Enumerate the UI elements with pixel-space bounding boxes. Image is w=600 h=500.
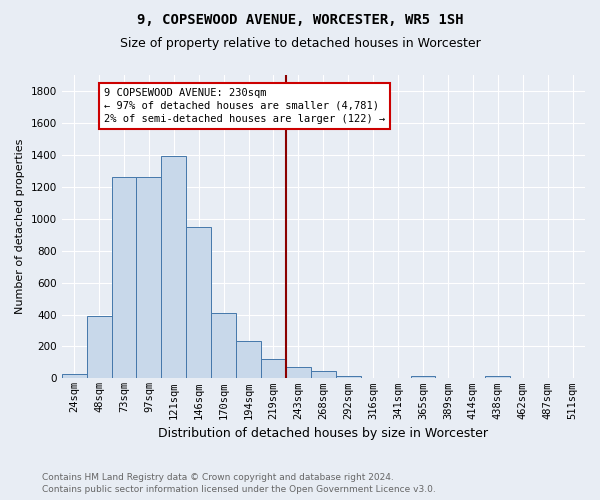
Bar [86,316,112,378]
Bar [311,371,336,378]
Y-axis label: Number of detached properties: Number of detached properties [15,139,25,314]
Bar [211,313,236,378]
Bar [161,156,186,378]
Text: 9, COPSEWOOD AVENUE, WORCESTER, WR5 1SH: 9, COPSEWOOD AVENUE, WORCESTER, WR5 1SH [137,12,463,26]
Bar [112,177,136,378]
Text: Contains HM Land Registry data © Crown copyright and database right 2024.: Contains HM Land Registry data © Crown c… [42,472,394,482]
Bar [62,374,86,378]
X-axis label: Distribution of detached houses by size in Worcester: Distribution of detached houses by size … [158,427,488,440]
Bar [336,376,361,378]
Bar [136,177,161,378]
Bar [186,226,211,378]
Text: Contains public sector information licensed under the Open Government Licence v3: Contains public sector information licen… [42,485,436,494]
Bar [286,367,311,378]
Bar [485,376,510,378]
Text: 9 COPSEWOOD AVENUE: 230sqm
← 97% of detached houses are smaller (4,781)
2% of se: 9 COPSEWOOD AVENUE: 230sqm ← 97% of deta… [104,88,385,124]
Bar [261,359,286,378]
Text: Size of property relative to detached houses in Worcester: Size of property relative to detached ho… [119,38,481,51]
Bar [410,376,436,378]
Bar [236,341,261,378]
